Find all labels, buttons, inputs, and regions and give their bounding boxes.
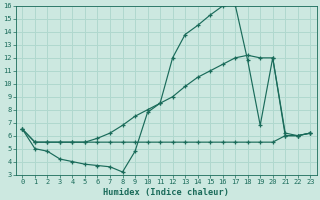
X-axis label: Humidex (Indice chaleur): Humidex (Indice chaleur) — [103, 188, 229, 197]
